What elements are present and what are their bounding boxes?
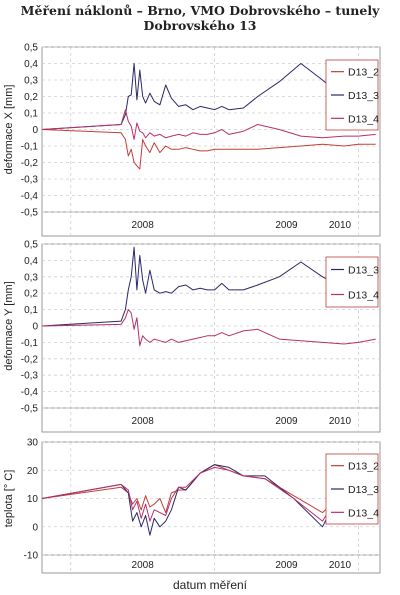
y-tick-label: 20 — [27, 466, 39, 477]
x-tick-label: 2010 — [329, 220, 352, 231]
y-tick-label: 0,3 — [24, 272, 38, 283]
y-tick-label: 0 — [32, 522, 38, 533]
series-line-d13-2 — [41, 464, 376, 514]
legend-label: D13_3 — [348, 90, 379, 102]
series-line-d13-3 — [41, 246, 376, 327]
y-tick-label: -0,2 — [21, 158, 39, 169]
y-tick-label: 0 — [32, 322, 38, 333]
y-tick-label: -10 — [24, 551, 39, 562]
x-axis-strip — [41, 211, 381, 237]
series-line-d13-4 — [41, 109, 376, 140]
y-tick-label: -0,4 — [21, 387, 39, 398]
chart-title: Měření náklonů – Brno, VMO Dobrovského –… — [0, 3, 400, 33]
y-tick-label: 10 — [27, 494, 39, 505]
y-tick-label: -0,5 — [21, 404, 39, 415]
x-tick-label: 2010 — [329, 560, 352, 571]
y-tick-label: -0,5 — [21, 208, 39, 219]
legend-label: D13_2 — [348, 67, 379, 79]
y-tick-label: 0,4 — [24, 256, 38, 267]
series-line-d13-3 — [41, 63, 376, 130]
y-tick-label: 30 — [27, 438, 39, 449]
y-tick-label: -0,2 — [21, 354, 39, 365]
y-tick-label: 0,1 — [24, 109, 38, 120]
x-axis-strip — [41, 407, 381, 433]
y-tick-label: 0,4 — [24, 59, 38, 70]
y-axis-label: deformace Y [mm] — [3, 281, 15, 370]
legend-label: D13_3 — [348, 265, 379, 277]
legend-label: D13_3 — [348, 484, 379, 496]
y-tick-label: -0,4 — [21, 191, 39, 202]
legend-label: D13_4 — [348, 507, 379, 519]
y-tick-label: 0,5 — [24, 43, 38, 54]
y-axis-label: deformace X [mm] — [3, 85, 15, 175]
x-tick-label: 2008 — [132, 560, 155, 571]
title-line-1: Měření náklonů – Brno, VMO Dobrovského –… — [20, 3, 380, 18]
x-tick-label: 2009 — [275, 416, 298, 427]
y-tick-label: 0 — [32, 125, 38, 136]
series-line-d13-4 — [41, 466, 376, 522]
legend-label: D13_4 — [348, 113, 379, 125]
x-tick-label: 2008 — [132, 416, 155, 427]
y-tick-label: 0,2 — [24, 289, 38, 300]
legend-label: D13_4 — [348, 290, 379, 302]
y-tick-label: -0,3 — [21, 371, 39, 382]
series-line-d13-3 — [41, 464, 376, 536]
legend-box — [325, 256, 379, 308]
y-tick-label: 0,2 — [24, 92, 38, 103]
y-tick-label: 0,1 — [24, 305, 38, 316]
y-tick-label: 0,5 — [24, 240, 38, 251]
x-tick-label: 2009 — [275, 560, 298, 571]
x-tick-label: 2010 — [329, 416, 352, 427]
legend-label: D13_2 — [348, 461, 379, 473]
x-tick-label: 2009 — [275, 220, 298, 231]
y-tick-label: -0,3 — [21, 175, 39, 186]
series-line-d13-4 — [41, 309, 376, 347]
x-tick-label: 2008 — [132, 220, 155, 231]
y-tick-label: 0,3 — [24, 76, 38, 87]
y-axis-label: teplota [° C] — [3, 470, 15, 528]
y-tick-label: -0,1 — [21, 142, 39, 153]
title-line-2: Dobrovského 13 — [143, 18, 257, 33]
series-line-d13-2 — [41, 129, 376, 170]
y-tick-label: -0,1 — [21, 338, 39, 349]
x-axis-title: datum měření — [172, 578, 248, 592]
